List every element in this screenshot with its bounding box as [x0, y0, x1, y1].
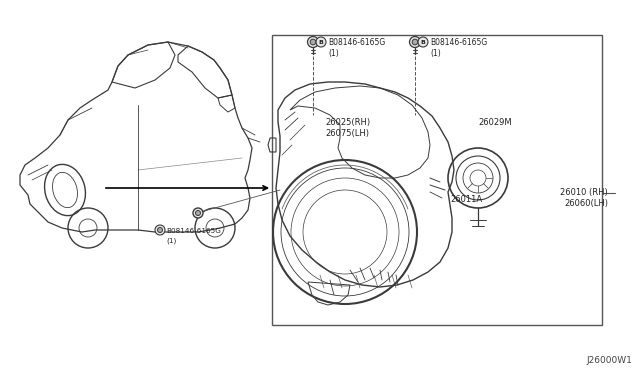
- Text: (1): (1): [166, 238, 176, 244]
- Circle shape: [310, 39, 316, 45]
- Text: 26025(RH)
26075(LH): 26025(RH) 26075(LH): [325, 118, 370, 138]
- Circle shape: [307, 36, 319, 48]
- Circle shape: [155, 225, 165, 235]
- Text: 26010 (RH)
26060(LH): 26010 (RH) 26060(LH): [560, 188, 608, 208]
- Text: B08146-6165G: B08146-6165G: [166, 228, 221, 234]
- Circle shape: [412, 39, 418, 45]
- Text: B: B: [420, 39, 426, 45]
- Text: 26011A: 26011A: [450, 195, 482, 204]
- Circle shape: [418, 37, 428, 47]
- Circle shape: [157, 228, 163, 232]
- Text: B08146-6165G
(1): B08146-6165G (1): [328, 38, 385, 58]
- Circle shape: [316, 37, 326, 47]
- Text: B08146-6165G
(1): B08146-6165G (1): [430, 38, 487, 58]
- Bar: [272, 35, 602, 325]
- Text: B: B: [319, 39, 323, 45]
- Text: 26029M: 26029M: [478, 118, 511, 127]
- Text: J26000W1: J26000W1: [586, 356, 632, 365]
- Circle shape: [410, 36, 420, 48]
- Circle shape: [193, 208, 203, 218]
- Circle shape: [195, 211, 200, 215]
